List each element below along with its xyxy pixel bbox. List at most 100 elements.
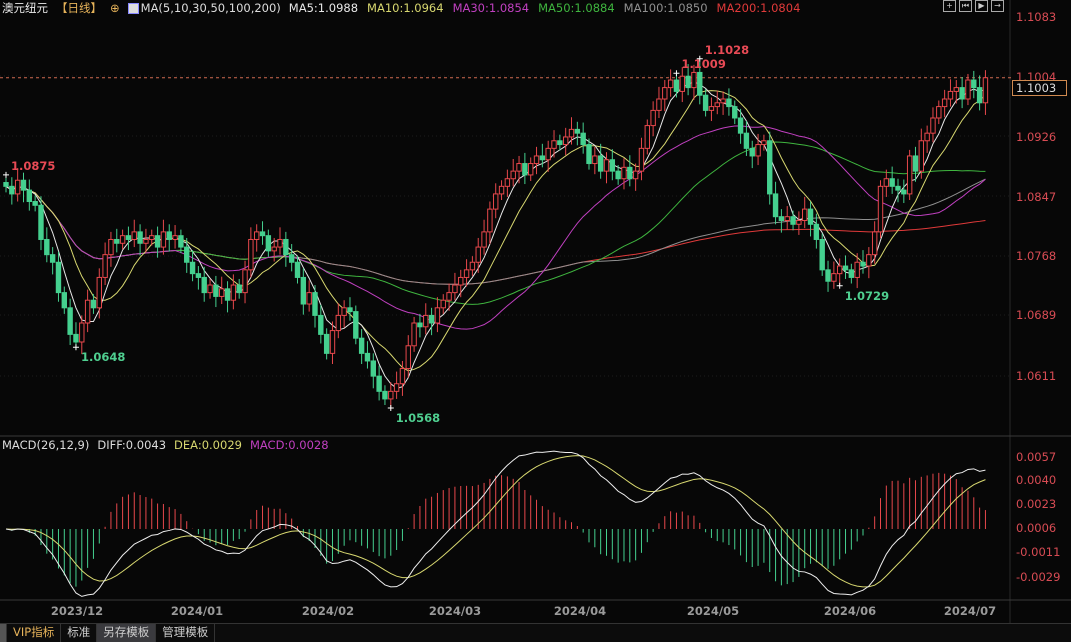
candle: [504, 178, 511, 187]
candle: [446, 292, 452, 301]
candle: [108, 238, 114, 256]
chart-legend: 澳元纽元 【日线】 ⊕ MA(5,10,30,50,100,200) MA5:1…: [2, 0, 800, 16]
candle: [796, 219, 802, 225]
candle: [912, 155, 919, 172]
ma-value-5: MA200:1.0804: [716, 1, 801, 15]
candle: [469, 261, 476, 271]
last-price-label: 1.1003: [1012, 80, 1067, 96]
candle: [388, 390, 394, 400]
candle: [918, 140, 925, 172]
macd-dea: DEA:0.0029: [174, 438, 242, 452]
candle: [749, 147, 755, 157]
candle: [312, 292, 318, 316]
price-tick: 1.0689: [1016, 308, 1057, 322]
candle: [329, 330, 336, 354]
candle: [632, 170, 639, 180]
candle: [481, 231, 487, 248]
candle: [96, 276, 102, 309]
candle: [283, 238, 289, 256]
candle: [726, 98, 732, 108]
candle: [61, 292, 67, 309]
candle: [568, 128, 575, 138]
candle: [487, 208, 493, 233]
candle: [959, 87, 965, 100]
candle: [866, 254, 872, 267]
candle: [784, 216, 790, 221]
candle: [294, 261, 301, 278]
candle: [288, 254, 295, 263]
candle: [207, 284, 213, 294]
candle: [697, 71, 703, 96]
candle: [597, 155, 604, 172]
tab-scroll-left[interactable]: [0, 624, 7, 642]
ma-settings-icon[interactable]: [127, 2, 139, 14]
candle: [667, 79, 674, 89]
candle: [772, 193, 779, 218]
crosshair-icon[interactable]: +: [943, 0, 956, 12]
candle: [20, 179, 27, 191]
candle: [125, 235, 132, 240]
candle: [149, 235, 155, 240]
candle: [423, 314, 429, 328]
candle: [166, 231, 172, 240]
candle: [761, 140, 767, 146]
candle: [802, 208, 808, 221]
candle: [119, 235, 126, 244]
date-tick: 2024/05: [686, 604, 740, 618]
candle: [702, 94, 709, 111]
candle: [732, 106, 738, 119]
candle: [364, 352, 371, 362]
chart-tools: + ⏮ ▶ →: [943, 0, 1004, 12]
candle: [195, 273, 202, 278]
candle: [44, 238, 50, 256]
price-tick: 1.0768: [1016, 249, 1057, 263]
extreme-marker: [673, 70, 680, 77]
candle: [516, 163, 522, 172]
macd-tick: 0.0023: [1016, 497, 1057, 511]
candle: [580, 132, 586, 146]
ma-value-2: MA30:1.0854: [452, 1, 530, 15]
candle: [318, 314, 324, 335]
candle: [323, 333, 330, 354]
candle: [819, 238, 825, 271]
candle: [842, 265, 849, 271]
period-label[interactable]: 【日线】: [56, 1, 102, 15]
tab-save-template[interactable]: 另存模板: [97, 624, 157, 642]
add-icon[interactable]: ⊕: [110, 1, 120, 15]
candle: [224, 288, 231, 301]
candle: [184, 246, 190, 263]
exit-icon[interactable]: →: [991, 0, 1004, 12]
candle: [341, 307, 347, 316]
candle: [778, 216, 785, 221]
candle: [895, 185, 901, 191]
candle: [621, 166, 627, 180]
ma5-line: [5, 80, 986, 389]
candle: [55, 261, 62, 294]
candle: [458, 276, 464, 286]
candle: [965, 79, 971, 100]
candle: [545, 147, 551, 161]
candle: [592, 155, 598, 165]
candle: [813, 223, 820, 240]
tab-manage-template[interactable]: 管理模板: [156, 624, 216, 642]
ma-label: MA(5,10,30,50,100,200): [140, 1, 281, 15]
macd-tick: 0.0006: [1016, 521, 1057, 535]
tab-standard[interactable]: 标准: [61, 624, 98, 642]
candle: [638, 147, 645, 172]
date-tick: 2024/06: [823, 604, 877, 618]
ma-value-3: MA50:1.0884: [538, 1, 615, 15]
candle: [883, 178, 890, 187]
tab-vip-indicator[interactable]: VIP指标: [7, 624, 62, 642]
first-bar-icon[interactable]: ⏮: [959, 0, 972, 12]
candle: [417, 322, 423, 328]
play-icon[interactable]: ▶: [975, 0, 988, 12]
candle: [656, 98, 662, 111]
candle: [889, 178, 895, 187]
candle: [586, 144, 592, 165]
macd-legend: MACD(26,12,9) DIFF:0.0043 DEA:0.0029 MAC…: [2, 438, 329, 452]
candle: [941, 98, 948, 108]
candle: [510, 170, 516, 180]
candle: [213, 284, 219, 297]
candle: [393, 383, 400, 392]
